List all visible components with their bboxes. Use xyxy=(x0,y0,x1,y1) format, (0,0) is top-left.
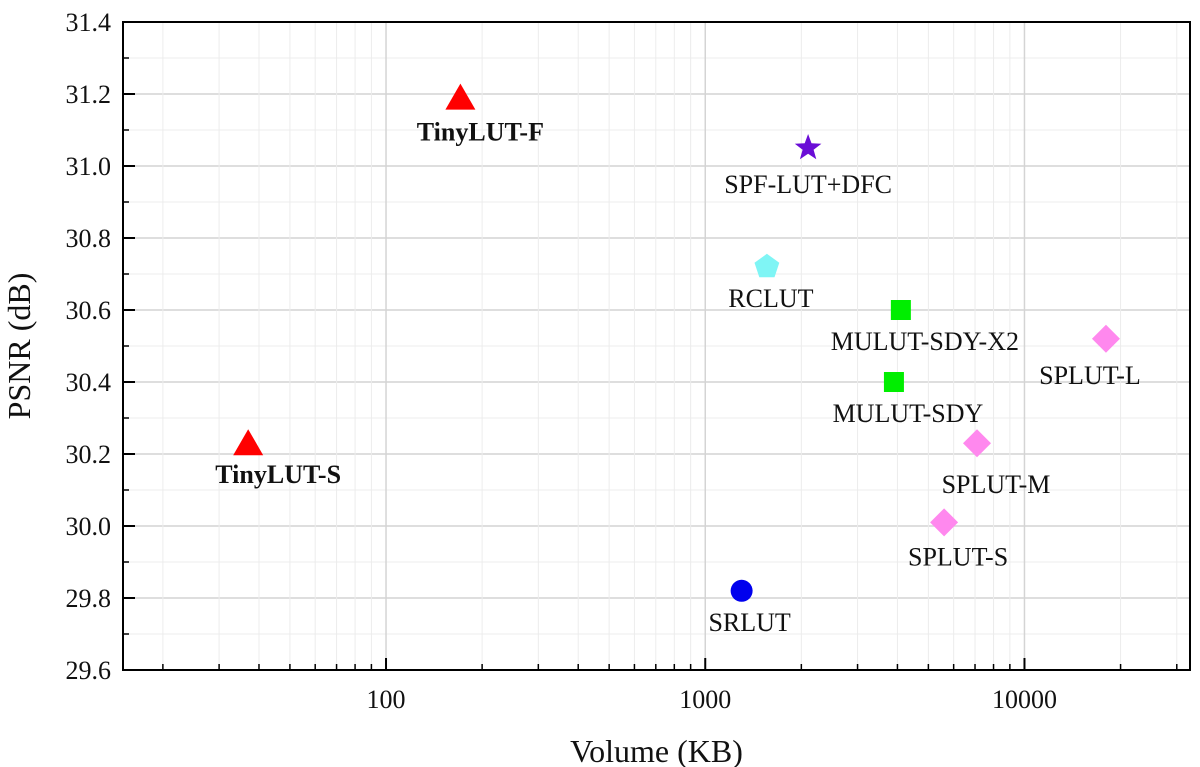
y-tick-label: 30.0 xyxy=(66,512,112,541)
y-axis-ticks: 29.6 29.8 30.0 30.2 30.4 30.6 30.8 31.0 31.2 31.4 xyxy=(66,8,135,685)
x-axis-title: Volume (KB) xyxy=(570,733,743,767)
y-tick-label: 30.2 xyxy=(66,440,112,469)
y-tick-label: 30.6 xyxy=(66,296,112,325)
y-tick-label: 29.8 xyxy=(66,584,112,613)
y-tick-label: 30.8 xyxy=(66,224,112,253)
marker-mulut-sdy xyxy=(883,372,904,392)
marker-splut-l xyxy=(1091,324,1120,353)
grid xyxy=(123,22,1190,671)
y-tick-label: 29.6 xyxy=(66,656,112,685)
y-tick-label: 31.2 xyxy=(66,80,112,109)
y-tick-label: 30.4 xyxy=(66,368,112,397)
marker-tinylut-s xyxy=(233,429,264,456)
marker-mulut-sdy-x2 xyxy=(890,300,911,320)
label-splut-s: SPLUT-S xyxy=(908,542,1008,571)
label-splut-l: SPLUT-L xyxy=(1039,361,1141,390)
label-mulut-sdy-x2: MULUT-SDY-X2 xyxy=(831,327,1019,356)
label-spf-lut-dfc: SPF-LUT+DFC xyxy=(724,170,892,199)
data-points: TinyLUT-F TinyLUT-S SPF-LUT+DFC RCLUT MULUT-… xyxy=(215,83,1141,637)
marker-srlut xyxy=(730,579,753,602)
label-srlut: SRLUT xyxy=(708,608,790,637)
x-tick-label: 100 xyxy=(367,685,406,714)
y-axis-title: PSNR (dB) xyxy=(1,273,37,420)
x-axis-ticks: 100 1000 10000 xyxy=(367,658,1057,714)
x-tick-label: 1000 xyxy=(679,685,731,714)
y-tick-label: 31.4 xyxy=(66,8,112,37)
marker-tinylut-f xyxy=(445,83,476,110)
marker-splut-m xyxy=(962,429,991,458)
marker-rclut xyxy=(754,253,780,278)
label-splut-m: SPLUT-M xyxy=(942,470,1051,499)
marker-spf-lut-dfc xyxy=(794,134,822,160)
plot-frame xyxy=(122,21,1191,671)
marker-splut-s xyxy=(930,508,959,537)
minor-ticks xyxy=(123,57,1178,670)
label-rclut: RCLUT xyxy=(728,284,813,313)
label-mulut-sdy: MULUT-SDY xyxy=(833,399,984,428)
label-tinylut-s: TinyLUT-S xyxy=(215,460,341,489)
label-tinylut-f: TinyLUT-F xyxy=(417,118,544,147)
x-tick-label: 10000 xyxy=(992,685,1057,714)
y-tick-label: 31.0 xyxy=(66,152,112,181)
